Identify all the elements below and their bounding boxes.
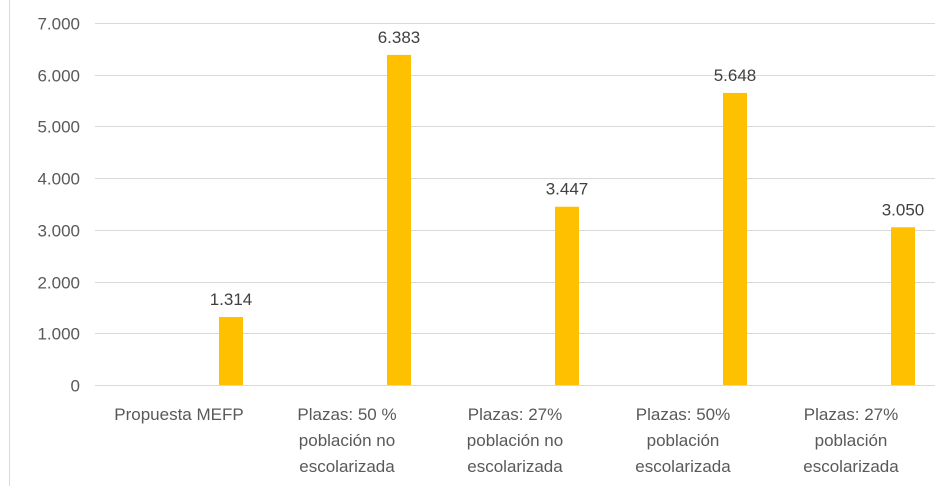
bar-value-label: 6.383 <box>378 28 421 47</box>
bar <box>387 54 411 385</box>
y-tick-label: 4.000 <box>37 170 80 189</box>
y-tick-label: 0 <box>71 377 80 396</box>
category-label: Plazas: 27% <box>804 405 899 424</box>
bars <box>219 54 915 385</box>
y-tick-label: 1.000 <box>37 325 80 344</box>
category-label: escolarizada <box>467 457 563 476</box>
bar <box>891 227 915 385</box>
category-label: Plazas: 50% <box>636 405 731 424</box>
x-axis-category-labels: Propuesta MEFP Plazas: 50 % población no es… <box>114 405 899 476</box>
category-label: Plazas: 27% <box>468 405 563 424</box>
data-labels: 1.314 6.383 3.447 5.648 3.050 <box>210 28 925 309</box>
category-label: población no <box>299 431 395 450</box>
y-tick-label: 3.000 <box>37 222 80 241</box>
category-label: Propuesta MEFP <box>114 405 243 424</box>
bar-value-label: 1.314 <box>210 290 253 309</box>
y-tick-label: 2.000 <box>37 274 80 293</box>
bar-value-label: 3.050 <box>882 200 925 219</box>
bar <box>723 92 747 385</box>
category-label: escolarizada <box>635 457 731 476</box>
y-axis-tick-labels: 0 1.000 2.000 3.000 4.000 5.000 6.000 7.000 <box>37 15 80 396</box>
bar-value-label: 3.447 <box>546 180 589 199</box>
category-label: población <box>815 431 888 450</box>
bar <box>219 317 243 385</box>
bar-value-label: 5.648 <box>714 66 757 85</box>
bar <box>555 206 579 385</box>
category-label: población no <box>467 431 563 450</box>
category-label: población <box>647 431 720 450</box>
y-tick-label: 5.000 <box>37 118 80 137</box>
category-label: escolarizada <box>803 457 899 476</box>
category-label: Plazas: 50 % <box>297 405 396 424</box>
y-tick-label: 7.000 <box>37 15 80 34</box>
category-label: escolarizada <box>299 457 395 476</box>
y-tick-label: 6.000 <box>37 67 80 86</box>
